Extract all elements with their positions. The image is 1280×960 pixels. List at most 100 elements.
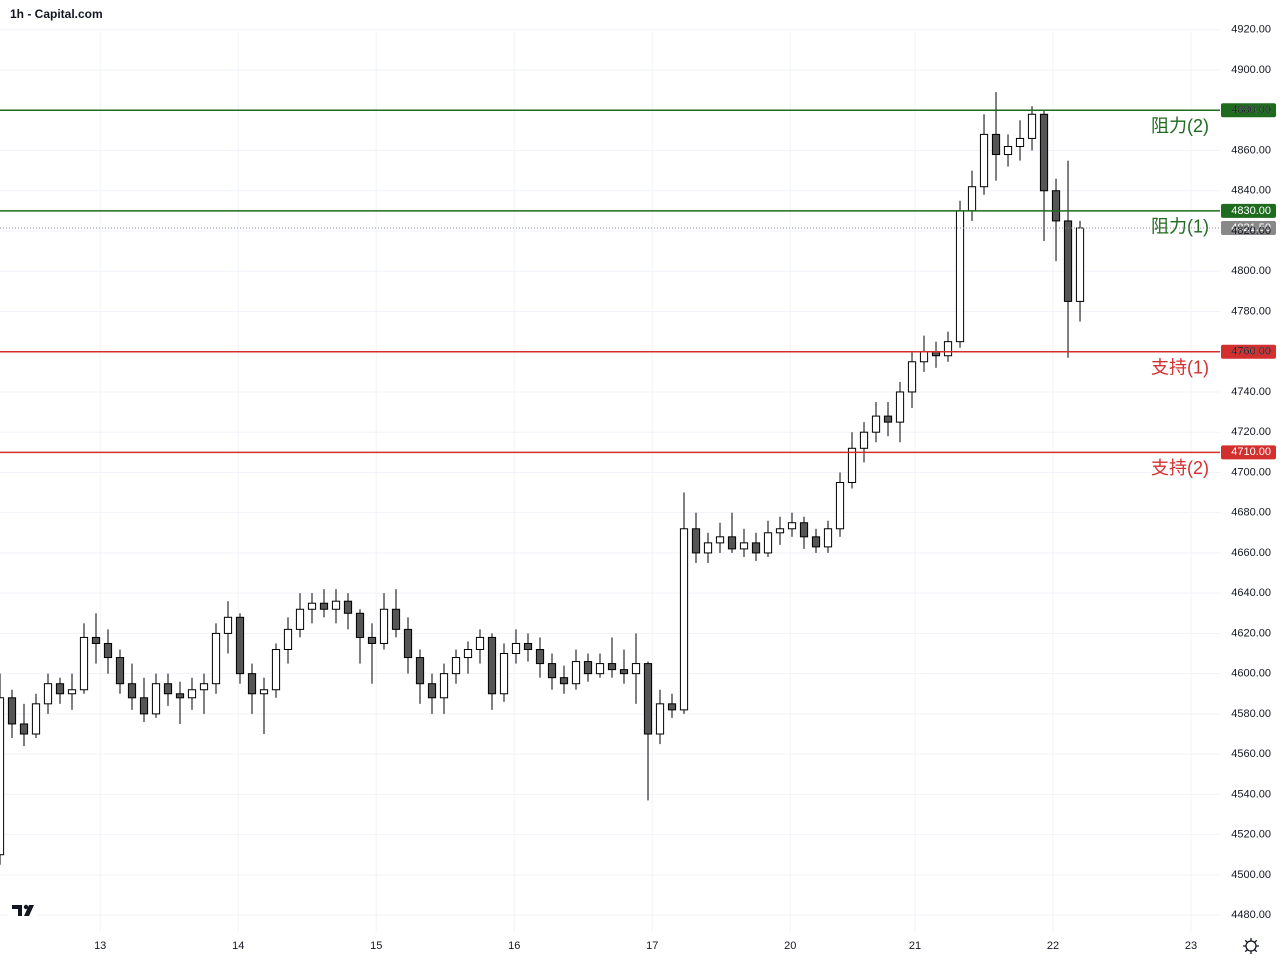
candle-body — [607, 663, 617, 671]
candle-body — [331, 600, 341, 610]
candle-body — [751, 542, 761, 554]
y-tick-label: 4740.00 — [1231, 386, 1271, 398]
y-tick-label: 4780.00 — [1231, 305, 1271, 317]
y-tick-label: 4480.00 — [1231, 909, 1271, 921]
candle-body — [811, 536, 821, 548]
candle-body — [787, 522, 797, 530]
candle-body — [583, 661, 593, 675]
candle-body — [895, 391, 905, 423]
x-tick-label: 17 — [646, 940, 658, 952]
candle-body — [187, 689, 197, 699]
y-tick-label: 4560.00 — [1231, 748, 1271, 760]
candle-body — [979, 133, 989, 188]
candle-body — [763, 532, 773, 554]
candle-body — [307, 602, 317, 610]
candle-body — [115, 657, 125, 685]
price-badge-label: 4880.00 — [1231, 104, 1271, 116]
candle-body — [631, 663, 641, 675]
candle-body — [403, 628, 413, 659]
logo-dot — [23, 904, 29, 910]
candle-body — [391, 608, 401, 630]
y-tick-label: 4500.00 — [1231, 869, 1271, 881]
settings-icon[interactable] — [1243, 938, 1259, 954]
candle-body — [139, 697, 149, 715]
candle-body — [523, 642, 533, 651]
candle-body — [31, 703, 41, 735]
logo-t — [12, 905, 22, 916]
last-price-badge — [1221, 220, 1276, 235]
candle-body — [163, 683, 173, 695]
candle-body — [1003, 145, 1013, 156]
settings-spokes[interactable] — [1243, 938, 1259, 954]
price-badge-label: 4760.00 — [1231, 346, 1271, 358]
candle-body — [691, 528, 701, 554]
y-tick-label: 4680.00 — [1231, 507, 1271, 519]
candle-body — [559, 677, 569, 685]
candle-body — [475, 636, 485, 651]
price-badge — [1221, 344, 1276, 359]
candle-body — [1063, 220, 1073, 302]
y-tick-label: 4700.00 — [1231, 466, 1271, 478]
x-tick-label: 20 — [784, 940, 796, 952]
candle-body — [127, 683, 137, 699]
y-tick-label: 4880.00 — [1231, 104, 1271, 116]
candle-body — [259, 689, 269, 695]
levels: 阻力(2) 4880.00 阻力(1) 4830.00 支持(1) 4760.00 支持(2… — [0, 103, 1276, 478]
candle-body — [991, 133, 1001, 156]
candle-body — [283, 628, 293, 651]
candle-body — [547, 663, 557, 679]
candle-body — [355, 612, 365, 638]
candle-body — [247, 673, 257, 695]
candle-body — [847, 447, 857, 483]
candle-body — [7, 697, 17, 725]
y-tick-label: 4820.00 — [1231, 225, 1271, 237]
candle-body — [103, 642, 113, 659]
chart-title: 1h - Capital.com — [10, 7, 103, 21]
price-badge — [1221, 103, 1276, 118]
candle-body — [55, 683, 65, 695]
level-name: 支持(1) — [1151, 357, 1209, 377]
x-tick-label: 14 — [232, 940, 244, 952]
y-tick-label: 4520.00 — [1231, 829, 1271, 841]
candle-body — [739, 542, 749, 550]
candle-body — [271, 649, 281, 691]
candle-body — [295, 608, 305, 630]
candle-body — [595, 663, 605, 675]
x-tick-label: 22 — [1047, 940, 1059, 952]
candle-body — [175, 693, 185, 699]
y-tick-label: 4760.00 — [1231, 346, 1271, 358]
candle-body — [1027, 113, 1037, 139]
candle-body — [379, 608, 389, 644]
last-price-label: 4821.50 — [1231, 222, 1271, 234]
candle-body — [799, 522, 809, 538]
grid — [0, 29, 1220, 932]
candle-body — [199, 683, 209, 691]
candle-body — [43, 683, 53, 705]
candle-body — [679, 528, 689, 711]
level-name: 阻力(2) — [1151, 116, 1209, 136]
candle-body — [427, 683, 437, 699]
candle-body — [835, 481, 845, 530]
candle-body — [343, 600, 353, 614]
candle-body — [499, 653, 509, 695]
y-tick-label: 4620.00 — [1231, 627, 1271, 639]
candle-body — [571, 661, 581, 685]
candle-body — [667, 703, 677, 711]
level-name: 阻力(1) — [1151, 217, 1209, 237]
candle-body — [0, 697, 5, 856]
y-tick-label: 4660.00 — [1231, 547, 1271, 559]
logo-v — [24, 905, 34, 916]
y-tick-label: 4720.00 — [1231, 426, 1271, 438]
candle-body — [319, 602, 329, 610]
y-tick-label: 4600.00 — [1231, 668, 1271, 680]
candle-body — [511, 642, 521, 655]
y-tick-label: 4900.00 — [1231, 64, 1271, 76]
candle-body — [487, 636, 497, 695]
candle-body — [655, 703, 665, 735]
level-name: 支持(2) — [1151, 458, 1209, 478]
candle-body — [151, 683, 161, 715]
candle-body — [463, 649, 473, 659]
logo-backdrop — [7, 894, 39, 926]
candle-body — [79, 636, 89, 691]
